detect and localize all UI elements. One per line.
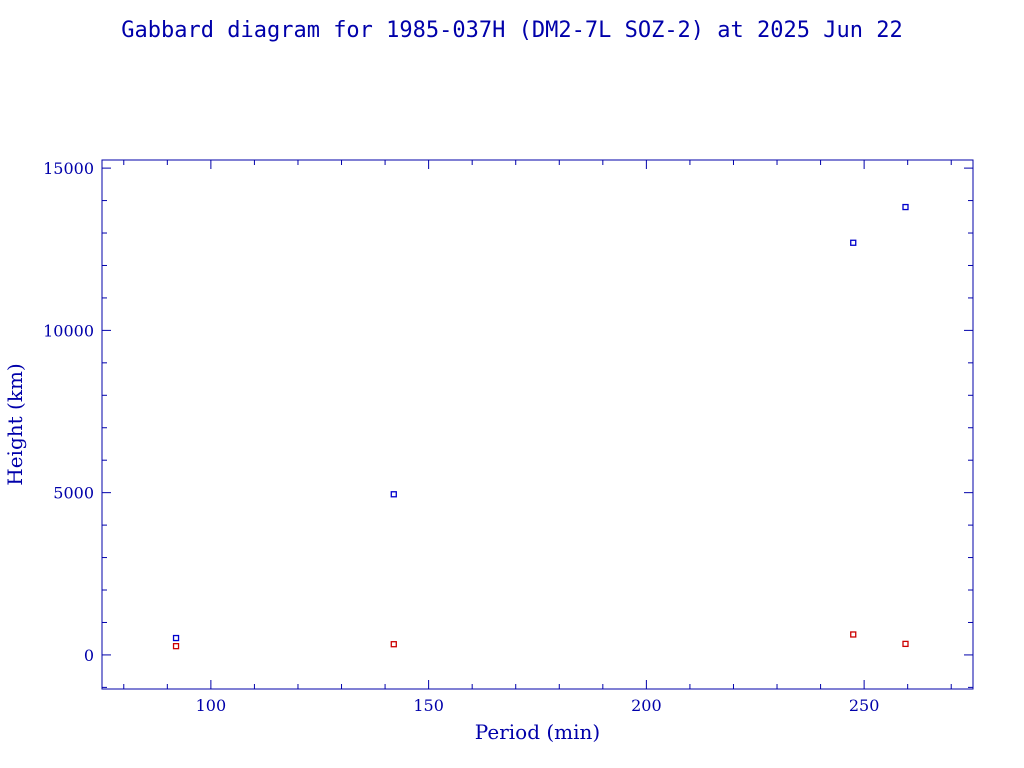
apogee-point	[390, 491, 397, 498]
apogee-point	[902, 203, 909, 211]
data-points	[172, 203, 909, 650]
x-tick-label: 250	[849, 696, 880, 715]
x-axis-label: Period (min)	[475, 720, 600, 744]
chart-title: Gabbard diagram for 1985-037H (DM2-7L SO…	[121, 18, 902, 43]
x-tick-label: 200	[631, 696, 662, 715]
x-tick-label: 100	[196, 696, 227, 715]
perigee-point	[172, 643, 180, 650]
perigee-point	[390, 641, 397, 648]
y-axis-label: Height (km)	[3, 363, 27, 485]
axis-ticks	[102, 160, 973, 689]
y-tick-label: 15000	[43, 159, 94, 178]
apogee-point	[850, 239, 857, 246]
apogee-point	[172, 634, 180, 642]
tick-labels: 100 150 200 250 0 5000 10000 15000	[43, 159, 879, 715]
y-tick-label: 0	[84, 646, 94, 665]
y-tick-label: 5000	[53, 484, 94, 503]
plot-frame	[101, 159, 974, 690]
perigee-point	[850, 631, 857, 638]
perigee-point	[902, 640, 909, 648]
x-tick-label: 150	[413, 696, 444, 715]
y-tick-label: 10000	[43, 321, 94, 340]
